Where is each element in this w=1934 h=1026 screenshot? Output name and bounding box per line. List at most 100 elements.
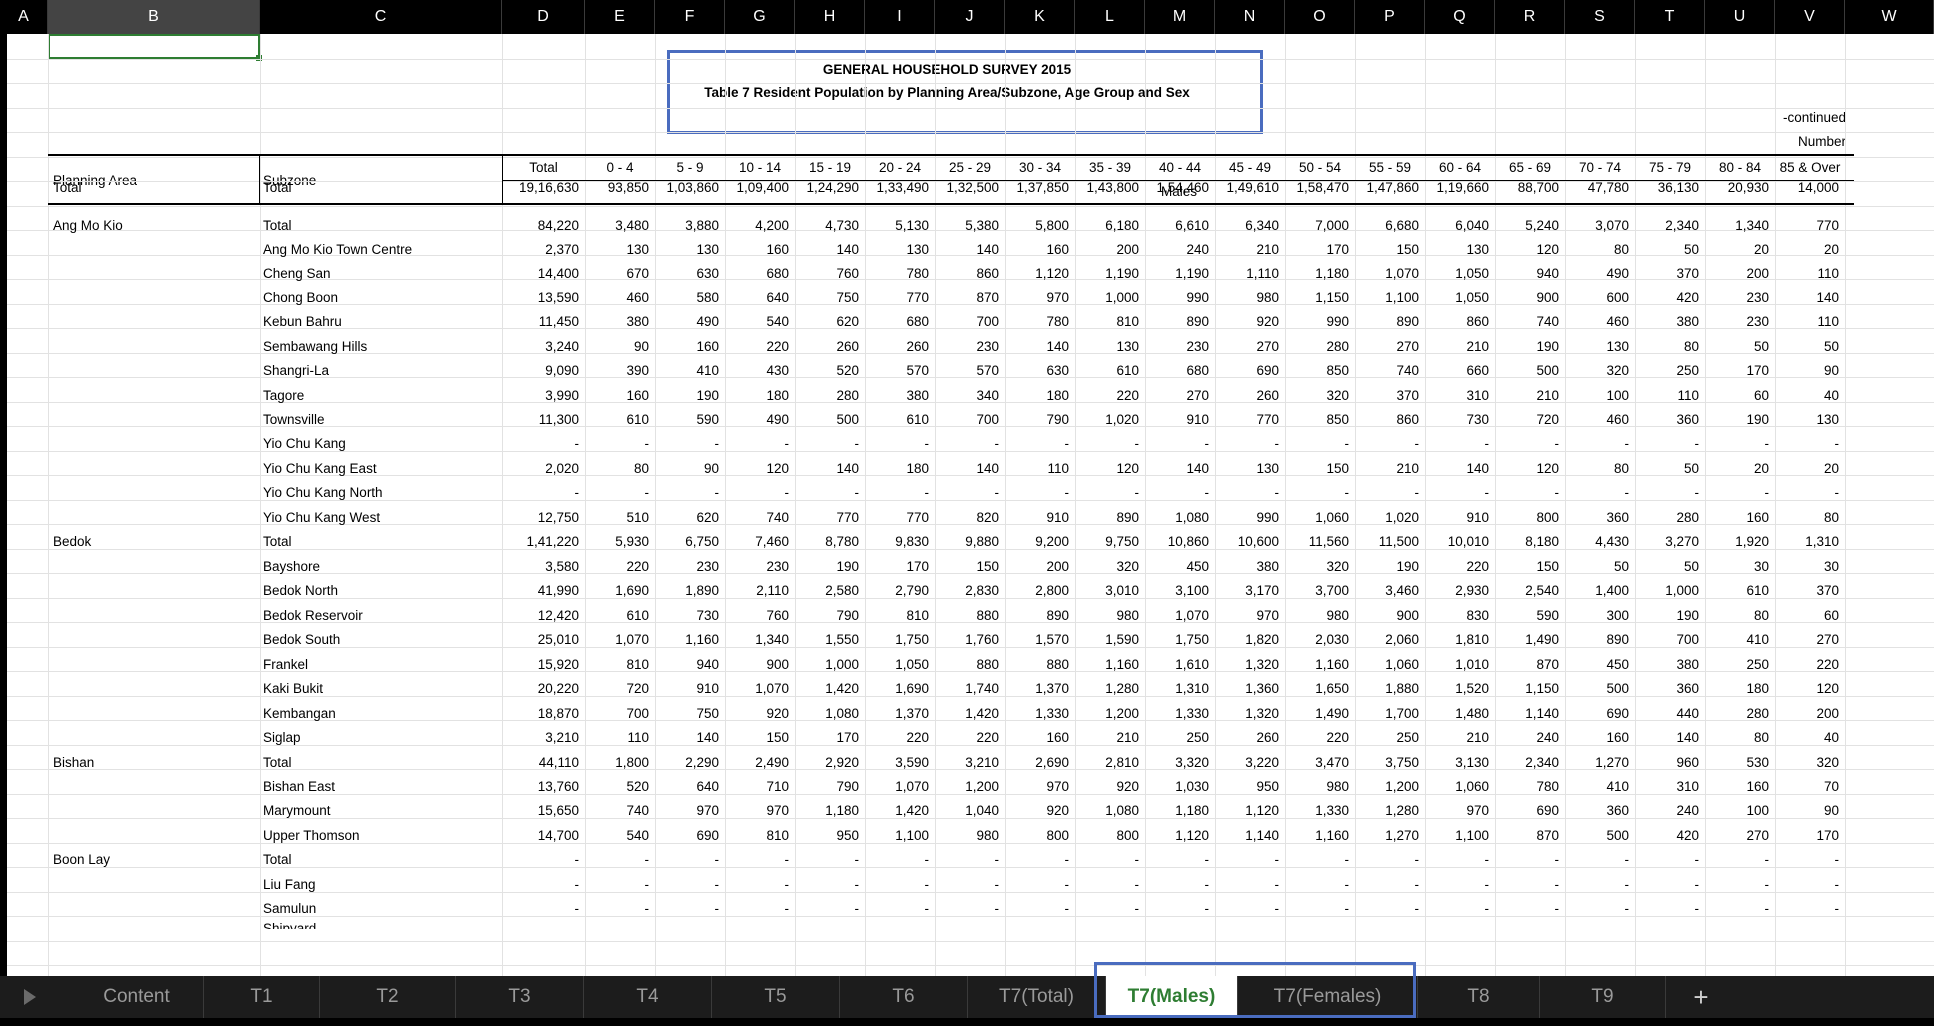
value-cell[interactable]: 120 <box>1116 461 1139 476</box>
value-cell[interactable]: 460 <box>1606 412 1629 427</box>
value-cell[interactable]: 140 <box>976 461 999 476</box>
value-cell[interactable]: 260 <box>906 339 929 354</box>
value-cell[interactable]: 940 <box>1536 266 1559 281</box>
value-cell[interactable]: 410 <box>696 363 719 378</box>
value-cell[interactable]: 160 <box>626 388 649 403</box>
value-cell[interactable]: 93,850 <box>607 180 649 195</box>
value-cell[interactable]: 460 <box>626 290 649 305</box>
value-cell[interactable]: 530 <box>1746 755 1769 770</box>
value-cell[interactable]: 520 <box>626 779 649 794</box>
value-cell[interactable]: 20 <box>1823 242 1839 257</box>
value-cell[interactable]: 590 <box>696 412 719 427</box>
value-cell[interactable]: 1,700 <box>1385 706 1419 721</box>
value-cell[interactable]: - <box>574 877 580 892</box>
value-cell[interactable]: 770 <box>906 510 929 525</box>
value-cell[interactable]: 1,020 <box>1385 510 1419 525</box>
value-cell[interactable]: 690 <box>1256 363 1279 378</box>
value-cell[interactable]: 910 <box>696 681 719 696</box>
value-cell[interactable]: 2,490 <box>755 755 789 770</box>
value-cell[interactable]: 3,990 <box>545 388 579 403</box>
column-header-j[interactable]: J <box>935 0 1005 34</box>
value-cell[interactable]: 150 <box>1326 461 1349 476</box>
value-cell[interactable]: 80 <box>633 461 649 476</box>
value-cell[interactable]: 310 <box>1466 388 1489 403</box>
value-cell[interactable]: 910 <box>1186 412 1209 427</box>
subzone-cell[interactable]: Bedok North <box>263 583 339 598</box>
scroll-tabs-arrow-icon[interactable] <box>24 989 36 1005</box>
value-cell[interactable]: - <box>854 436 860 451</box>
subzone-cell[interactable]: Townsville <box>263 412 325 427</box>
value-cell[interactable]: 860 <box>976 266 999 281</box>
value-cell[interactable]: 380 <box>1256 559 1279 574</box>
column-header-u[interactable]: U <box>1705 0 1775 34</box>
column-header-o[interactable]: O <box>1285 0 1355 34</box>
value-cell[interactable]: 160 <box>1606 730 1629 745</box>
value-cell[interactable]: 720 <box>626 681 649 696</box>
value-cell[interactable]: 1,890 <box>685 583 719 598</box>
value-cell[interactable]: - <box>854 901 860 916</box>
value-cell[interactable]: 820 <box>976 510 999 525</box>
value-cell[interactable]: 140 <box>836 461 859 476</box>
value-cell[interactable]: 740 <box>1396 363 1419 378</box>
value-cell[interactable]: 30 <box>1823 559 1839 574</box>
value-cell[interactable]: 1,160 <box>685 632 719 647</box>
value-cell[interactable]: 630 <box>696 266 719 281</box>
value-cell[interactable]: 110 <box>627 730 649 745</box>
value-cell[interactable]: 610 <box>626 608 649 623</box>
value-cell[interactable]: 36,130 <box>1657 180 1699 195</box>
value-cell[interactable]: - <box>1414 852 1420 867</box>
value-cell[interactable]: 610 <box>626 412 649 427</box>
value-cell[interactable]: - <box>1484 877 1490 892</box>
subzone-cell[interactable]: Kebun Bahru <box>263 314 342 329</box>
value-cell[interactable]: 140 <box>976 242 999 257</box>
value-cell[interactable]: 170 <box>1816 828 1839 843</box>
subzone-cell[interactable]: Total <box>263 180 292 195</box>
value-cell[interactable]: 47,780 <box>1587 180 1629 195</box>
value-cell[interactable]: 900 <box>1536 290 1559 305</box>
value-cell[interactable]: 490 <box>1606 266 1629 281</box>
value-cell[interactable]: 360 <box>1676 681 1699 696</box>
value-cell[interactable]: 1,420 <box>895 803 929 818</box>
value-cell[interactable]: 680 <box>1186 363 1209 378</box>
value-cell[interactable]: 940 <box>696 657 719 672</box>
value-cell[interactable]: 8,180 <box>1525 534 1559 549</box>
value-cell[interactable]: - <box>1344 852 1350 867</box>
value-cell[interactable]: 3,480 <box>615 218 649 233</box>
value-cell[interactable]: 1,49,610 <box>1226 180 1279 195</box>
value-cell[interactable]: 900 <box>1396 608 1419 623</box>
value-cell[interactable]: - <box>1764 901 1770 916</box>
column-header-l[interactable]: L <box>1075 0 1145 34</box>
subzone-cell[interactable]: Siglap <box>263 730 301 745</box>
value-cell[interactable]: 690 <box>696 828 719 843</box>
value-cell[interactable]: 15,920 <box>537 657 579 672</box>
value-cell[interactable]: 10,010 <box>1447 534 1489 549</box>
column-header-r[interactable]: R <box>1495 0 1565 34</box>
value-cell[interactable]: 1,650 <box>1315 681 1349 696</box>
value-cell[interactable]: 20 <box>1753 242 1769 257</box>
value-cell[interactable]: 1,070 <box>1385 266 1419 281</box>
value-cell[interactable]: 2,340 <box>1525 755 1559 770</box>
value-cell[interactable]: 6,180 <box>1105 218 1139 233</box>
value-cell[interactable]: 3,320 <box>1175 755 1209 770</box>
subzone-cell[interactable]: Samulun <box>263 901 317 916</box>
value-cell[interactable]: 90 <box>703 461 719 476</box>
sheet-tab-t4[interactable]: T4 <box>584 976 712 1018</box>
value-cell[interactable]: 14,000 <box>1797 180 1839 195</box>
subzone-cell[interactable]: Bedok South <box>263 632 341 647</box>
value-cell[interactable]: 230 <box>766 559 789 574</box>
value-cell[interactable]: 190 <box>1396 559 1419 574</box>
value-cell[interactable]: 1,490 <box>1525 632 1559 647</box>
column-header-t[interactable]: T <box>1635 0 1705 34</box>
value-cell[interactable]: 370 <box>1676 266 1699 281</box>
value-cell[interactable]: 260 <box>836 339 859 354</box>
value-cell[interactable]: 1,050 <box>1455 266 1489 281</box>
value-cell[interactable]: 430 <box>766 363 789 378</box>
value-cell[interactable]: - <box>1274 485 1280 500</box>
value-cell[interactable]: 170 <box>906 559 929 574</box>
value-cell[interactable]: 220 <box>1816 657 1839 672</box>
value-cell[interactable]: 12,420 <box>537 608 579 623</box>
value-cell[interactable]: 14,400 <box>537 266 579 281</box>
value-cell[interactable]: 260 <box>1256 388 1279 403</box>
value-cell[interactable]: 1,880 <box>1385 681 1419 696</box>
value-cell[interactable]: - <box>1554 852 1560 867</box>
